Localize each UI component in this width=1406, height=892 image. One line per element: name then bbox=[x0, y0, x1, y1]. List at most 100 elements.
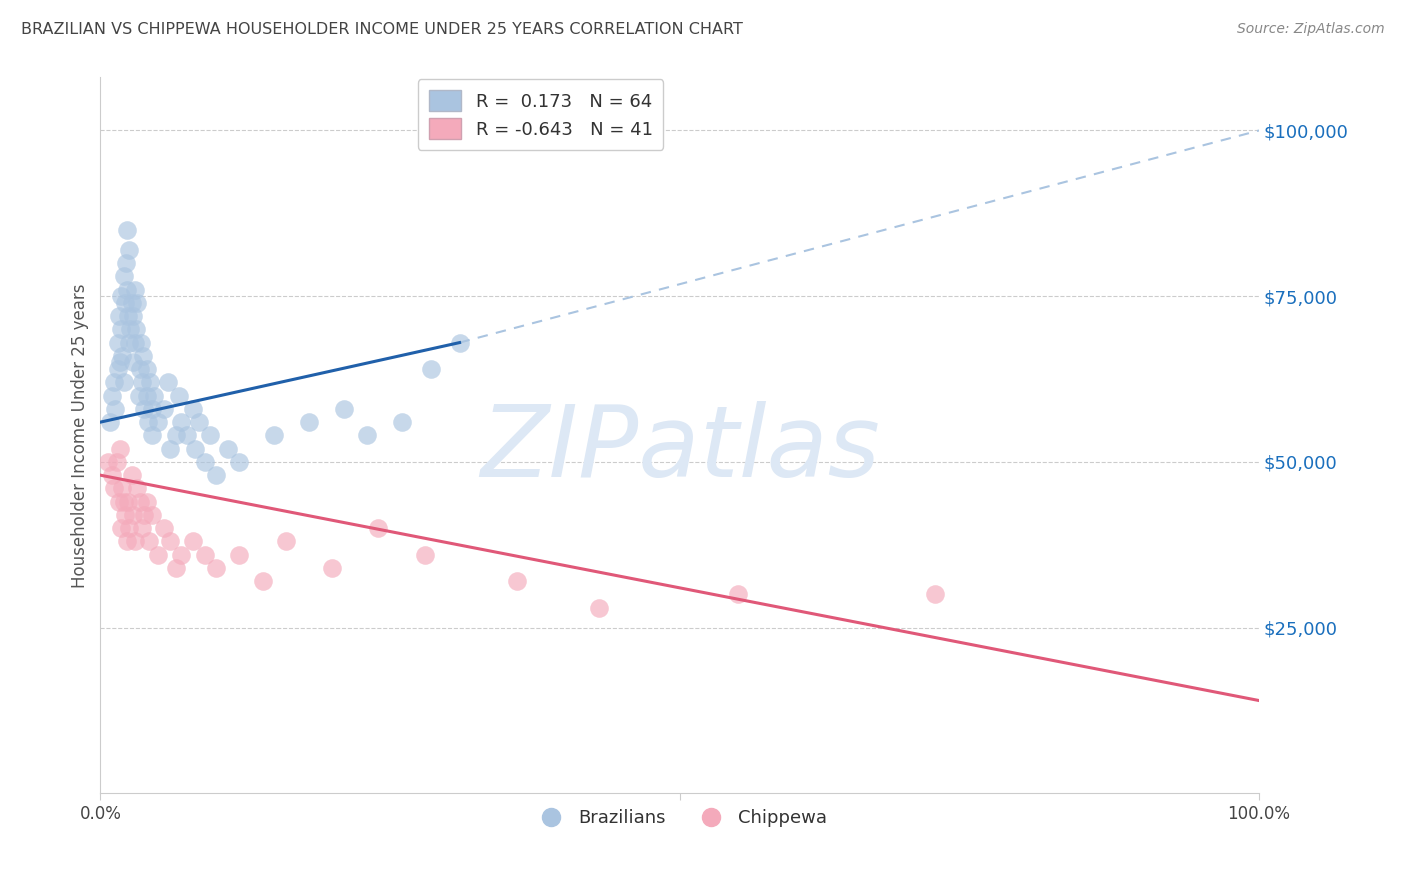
Point bbox=[131, 521, 153, 535]
Point bbox=[131, 376, 153, 390]
Point bbox=[129, 335, 152, 350]
Point bbox=[121, 309, 143, 323]
Point bbox=[194, 548, 217, 562]
Point bbox=[139, 376, 162, 390]
Point bbox=[127, 482, 149, 496]
Point bbox=[356, 428, 378, 442]
Point bbox=[141, 428, 163, 442]
Point bbox=[181, 534, 204, 549]
Point bbox=[115, 256, 138, 270]
Point bbox=[141, 508, 163, 522]
Point bbox=[252, 574, 274, 589]
Point bbox=[108, 442, 131, 456]
Point bbox=[114, 295, 136, 310]
Point bbox=[727, 587, 749, 601]
Point bbox=[120, 322, 142, 336]
Point bbox=[413, 548, 436, 562]
Point bbox=[110, 322, 132, 336]
Point bbox=[103, 482, 125, 496]
Point bbox=[419, 362, 441, 376]
Point bbox=[121, 355, 143, 369]
Point bbox=[108, 494, 131, 508]
Point bbox=[170, 415, 193, 429]
Text: Source: ZipAtlas.com: Source: ZipAtlas.com bbox=[1237, 22, 1385, 37]
Point bbox=[118, 521, 141, 535]
Point bbox=[125, 322, 148, 336]
Point bbox=[112, 376, 135, 390]
Point bbox=[98, 415, 121, 429]
Point bbox=[135, 389, 157, 403]
Point bbox=[117, 309, 139, 323]
Point bbox=[176, 428, 198, 442]
Point bbox=[128, 494, 150, 508]
Point bbox=[117, 494, 139, 508]
Point bbox=[118, 335, 141, 350]
Point bbox=[128, 389, 150, 403]
Point bbox=[114, 508, 136, 522]
Point bbox=[115, 223, 138, 237]
Point bbox=[165, 561, 187, 575]
Point bbox=[134, 401, 156, 416]
Point bbox=[128, 362, 150, 376]
Point bbox=[217, 442, 239, 456]
Point bbox=[274, 534, 297, 549]
Point bbox=[124, 283, 146, 297]
Point bbox=[184, 442, 207, 456]
Point bbox=[121, 508, 143, 522]
Point bbox=[298, 415, 321, 429]
Point bbox=[205, 468, 228, 483]
Point bbox=[138, 534, 160, 549]
Point bbox=[136, 415, 159, 429]
Point bbox=[167, 389, 190, 403]
Point bbox=[194, 455, 217, 469]
Point bbox=[200, 428, 222, 442]
Point bbox=[124, 335, 146, 350]
Point bbox=[115, 283, 138, 297]
Point bbox=[121, 468, 143, 483]
Point bbox=[332, 401, 354, 416]
Y-axis label: Householder Income Under 25 years: Householder Income Under 25 years bbox=[72, 283, 89, 588]
Point bbox=[127, 295, 149, 310]
Point bbox=[107, 362, 129, 376]
Point bbox=[141, 401, 163, 416]
Point bbox=[148, 548, 170, 562]
Point bbox=[228, 455, 250, 469]
Point bbox=[118, 243, 141, 257]
Point bbox=[153, 401, 176, 416]
Point bbox=[170, 548, 193, 562]
Point bbox=[159, 442, 181, 456]
Point bbox=[103, 376, 125, 390]
Point bbox=[159, 534, 181, 549]
Point bbox=[153, 521, 176, 535]
Point bbox=[148, 415, 170, 429]
Point bbox=[506, 574, 529, 589]
Point bbox=[108, 355, 131, 369]
Point bbox=[111, 349, 134, 363]
Point bbox=[97, 455, 120, 469]
Point bbox=[205, 561, 228, 575]
Point bbox=[165, 428, 187, 442]
Text: ZIPatlas: ZIPatlas bbox=[479, 401, 880, 499]
Legend: Brazilians, Chippewa: Brazilians, Chippewa bbox=[526, 802, 834, 834]
Point bbox=[142, 389, 165, 403]
Point bbox=[110, 289, 132, 303]
Point bbox=[449, 335, 471, 350]
Point bbox=[263, 428, 285, 442]
Point bbox=[101, 389, 124, 403]
Point bbox=[156, 376, 179, 390]
Point bbox=[367, 521, 389, 535]
Point bbox=[181, 401, 204, 416]
Point bbox=[134, 508, 156, 522]
Point bbox=[228, 548, 250, 562]
Point bbox=[110, 521, 132, 535]
Point bbox=[104, 401, 127, 416]
Point bbox=[108, 309, 131, 323]
Point bbox=[101, 468, 124, 483]
Point bbox=[121, 295, 143, 310]
Point bbox=[187, 415, 209, 429]
Point bbox=[391, 415, 413, 429]
Point bbox=[124, 534, 146, 549]
Point bbox=[132, 349, 155, 363]
Point bbox=[924, 587, 946, 601]
Point bbox=[112, 269, 135, 284]
